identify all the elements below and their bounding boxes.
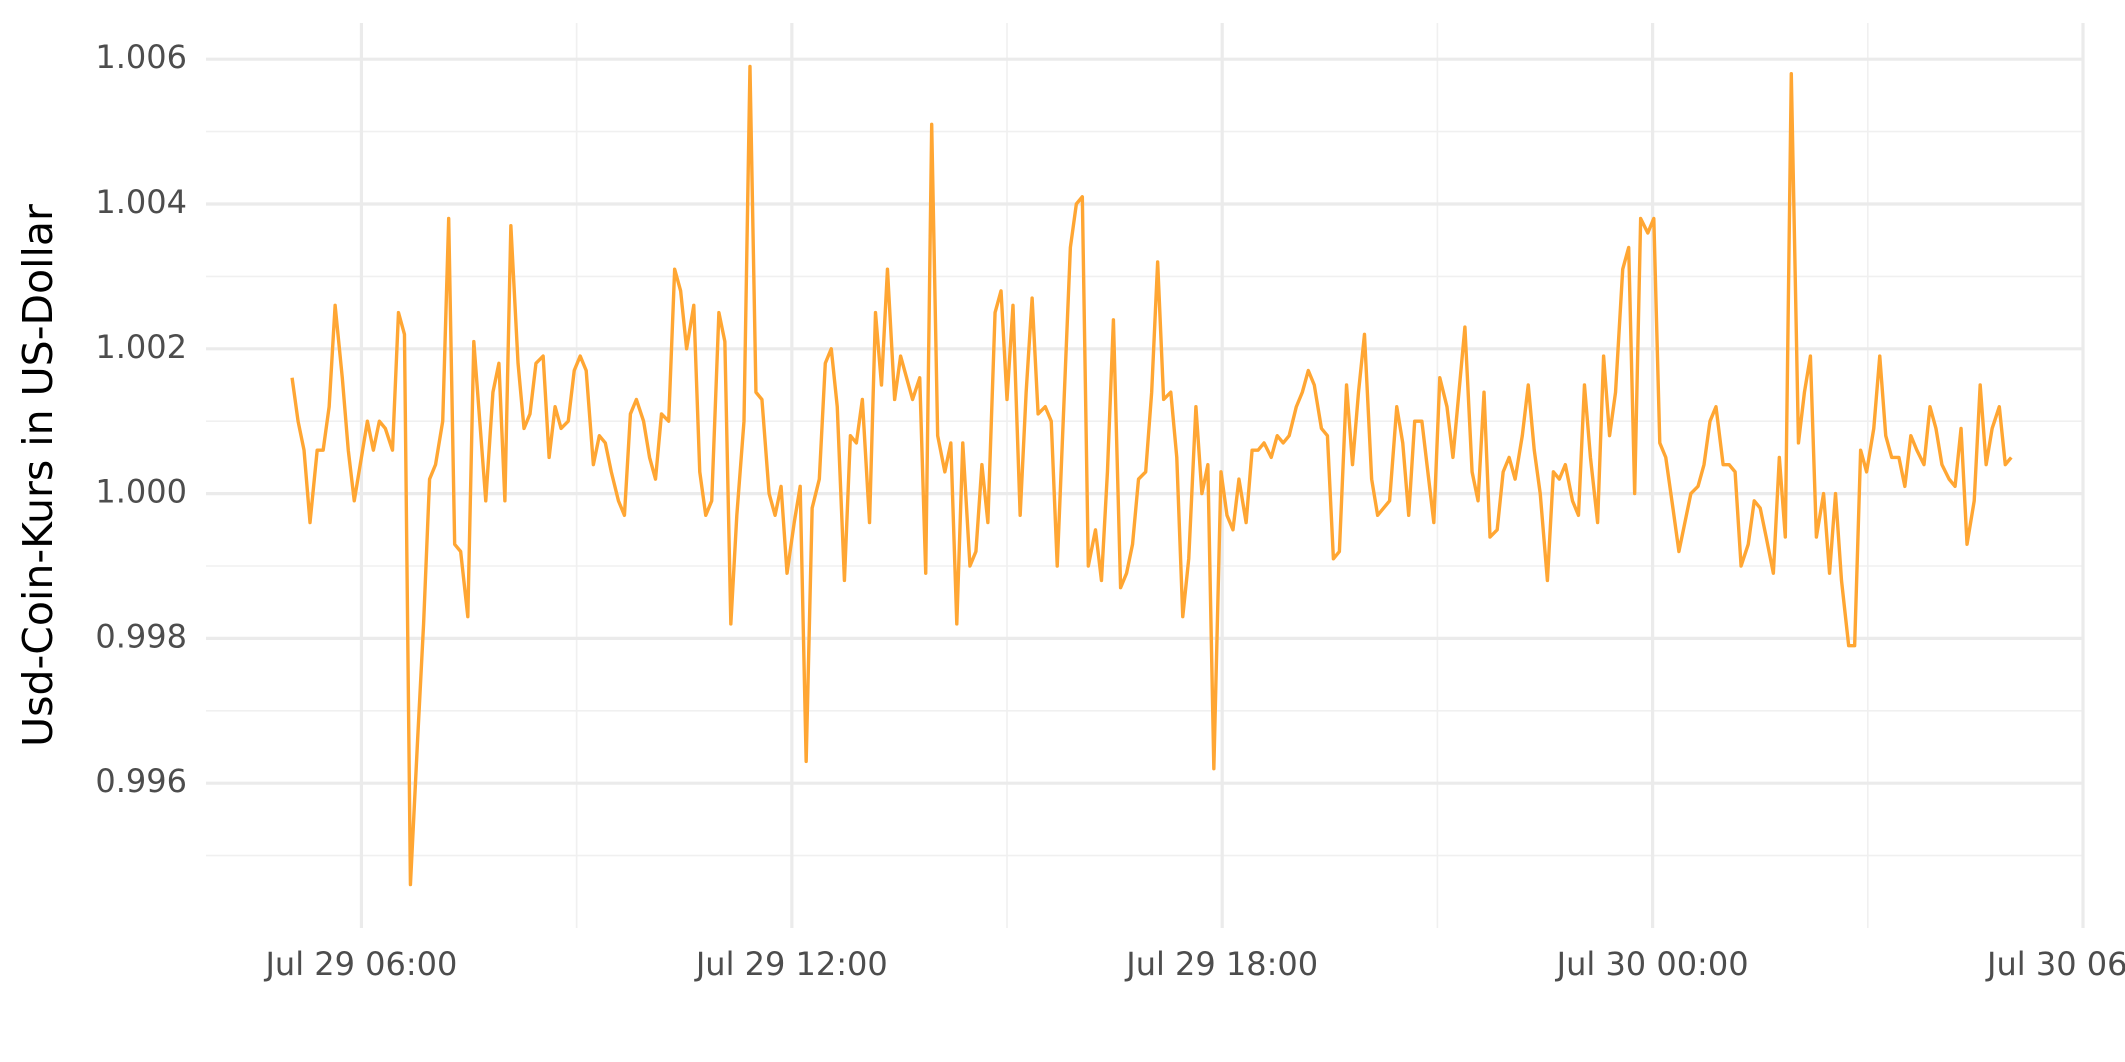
x-tick-label: Jul 29 12:00 xyxy=(694,945,888,983)
y-tick-label: 0.996 xyxy=(95,762,187,800)
series-line xyxy=(290,64,2013,887)
x-tick-label: Jul 29 06:00 xyxy=(263,945,457,983)
y-tick-label: 1.002 xyxy=(95,328,187,366)
y-tick-label: 1.006 xyxy=(95,38,187,76)
x-tick-label: Jul 29 18:00 xyxy=(1124,945,1318,983)
y-tick-label: 1.004 xyxy=(95,183,187,221)
labels: 0.996 0.998 1.000 1.002 1.004 1.006 Jul 29 06:… xyxy=(14,38,2125,983)
grid xyxy=(206,23,2085,928)
y-tick-label: 1.000 xyxy=(95,473,187,511)
x-tick-label: Jul 30 00:00 xyxy=(1555,945,1749,983)
x-tick-label: Jul 30 06:00 xyxy=(1985,945,2125,983)
marks xyxy=(290,64,2013,887)
y-tick-label: 0.998 xyxy=(95,617,187,655)
y-axis-title: Usd-Coin-Kurs in US-Dollar xyxy=(14,204,62,747)
